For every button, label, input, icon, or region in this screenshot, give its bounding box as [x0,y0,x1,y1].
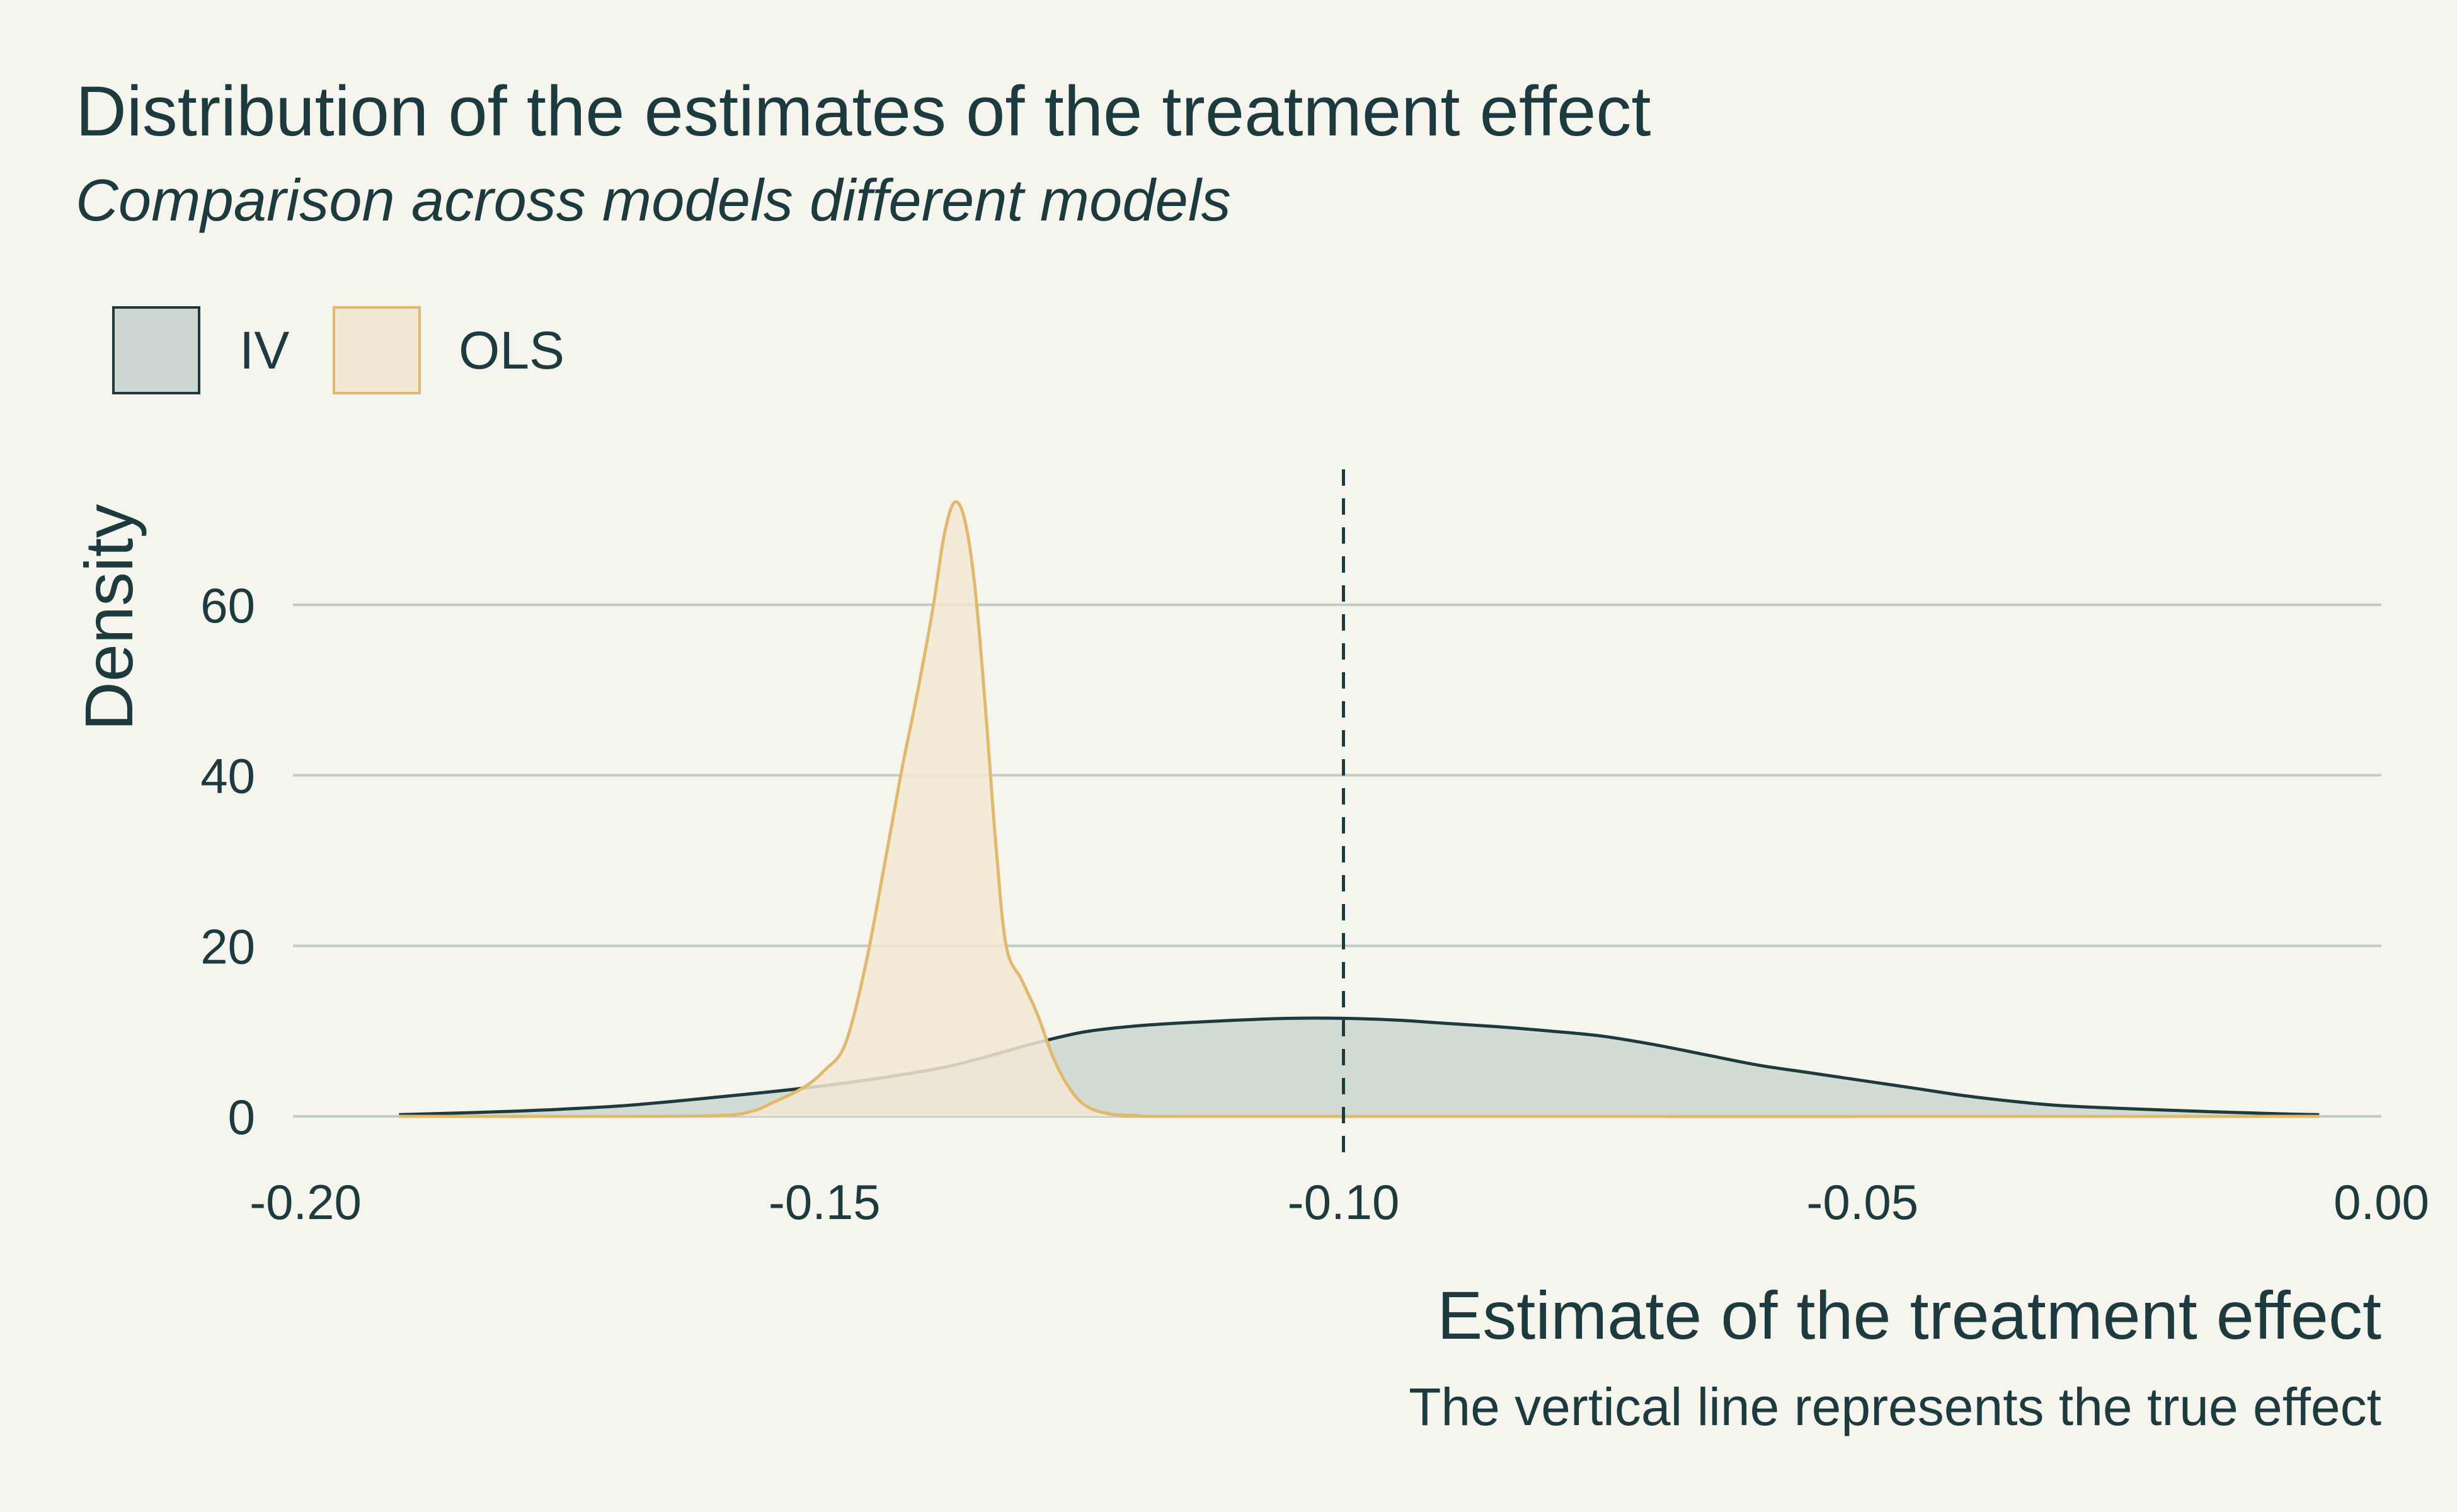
chart-title: Distribution of the estimates of the tre… [76,72,1651,151]
legend-swatch-iv [112,306,200,394]
x-axis-title: Estimate of the treatment effect [1437,1277,2381,1353]
legend-label-ols: OLS [459,321,564,380]
chart-caption: The vertical line represents the true ef… [1409,1377,2381,1436]
density-areas [399,500,2320,1118]
x-tick-label: -0.10 [1288,1174,1400,1230]
x-axis-ticks: -0.20 -0.15 -0.10 -0.05 0.00 [249,1174,2429,1230]
x-tick-label: 0.00 [2334,1174,2429,1230]
legend-label-iv: IV [239,321,289,380]
y-tick-label: 60 [200,578,255,633]
y-axis-title: Density [71,504,147,731]
y-axis-ticks: 0 20 40 60 [200,578,255,1145]
x-tick-label: -0.15 [769,1174,881,1230]
chart-subtitle: Comparison across models different model… [76,167,1231,233]
density-area-ols [399,501,2320,1117]
y-tick-label: 0 [228,1089,255,1145]
x-tick-label: -0.05 [1806,1174,1918,1230]
y-tick-label: 20 [200,919,255,974]
y-tick-label: 40 [200,748,255,804]
legend-swatch-ols [333,306,421,394]
legend: IV OLS [112,306,564,394]
density-line-ols [399,500,2320,1118]
x-tick-label: -0.20 [249,1174,362,1230]
